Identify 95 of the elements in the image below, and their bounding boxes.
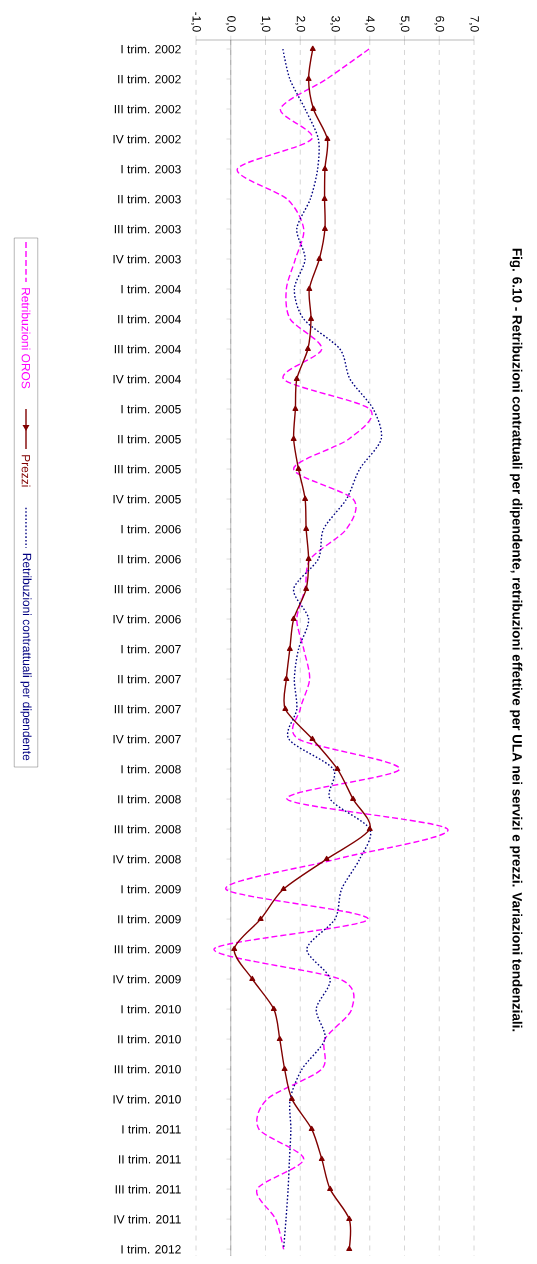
point	[257, 915, 264, 922]
x-tick-label: 0,0	[225, 16, 236, 32]
point	[303, 585, 310, 592]
point	[292, 405, 299, 412]
y-tick-label: IV trim. 2010	[113, 1094, 181, 1104]
y-tick-label: III trim. 2002	[114, 104, 181, 114]
y-tick-label: IV trim. 2008	[113, 854, 181, 864]
point	[304, 345, 311, 352]
y-tick-label: I trim. 2002	[121, 44, 181, 54]
point	[350, 795, 357, 802]
y-tick-label: II trim. 2011	[119, 1154, 181, 1164]
y-tick-label: I trim. 2005	[121, 404, 181, 414]
point	[286, 645, 293, 652]
y-tick-label: I trim. 2007	[121, 644, 181, 654]
point	[308, 1125, 315, 1132]
y-tick-label: III trim. 2007	[114, 704, 181, 714]
y-tick-label: IV trim. 2004	[113, 374, 181, 384]
x-tick-label: 4,0	[364, 15, 375, 32]
point	[321, 195, 328, 202]
point	[270, 1005, 277, 1012]
x-tick-label: 1,0	[260, 16, 271, 32]
y-tick-label: III trim. 2004	[114, 344, 181, 354]
y-tick-label: IV trim. 2003	[113, 254, 181, 264]
y-tick-label: IV trim. 2007	[113, 734, 181, 744]
y-tick-label: II trim. 2002	[118, 74, 181, 84]
y-tick-label: II trim. 2010	[118, 1034, 181, 1044]
y-tick-label: III trim. 2010	[114, 1064, 181, 1074]
y-tick-label: II trim. 2004	[118, 314, 181, 324]
y-tick-label: IV trim. 2006	[113, 614, 181, 624]
y-tick-label: II trim. 2006	[118, 554, 181, 564]
y-tick-label: IV trim. 2009	[113, 974, 181, 984]
text: Fig. 6.10 - Retribuzioni contrattuali per dipendente, retribuzioni effettive per ULA nei servizi e prezzi. Variazioni tendenziali.	[509, 248, 523, 1032]
point	[281, 1065, 288, 1072]
x-tick-label: 6,0	[434, 16, 445, 32]
point	[305, 75, 312, 82]
y-tick-label: III trim. 2011	[115, 1184, 181, 1194]
point	[366, 825, 373, 832]
point	[276, 1035, 283, 1042]
point	[321, 165, 328, 172]
point	[303, 525, 310, 532]
point	[310, 105, 317, 112]
point	[249, 975, 256, 982]
point	[321, 225, 328, 232]
x-tick-label: 7,0	[469, 16, 479, 32]
y-tick-label: III trim. 2005	[114, 464, 181, 474]
point	[316, 255, 323, 262]
point	[290, 615, 297, 622]
point	[323, 855, 330, 862]
y-tick-label: I trim. 2006	[121, 524, 181, 534]
text: Retribuzioni OROS	[21, 288, 31, 389]
point	[306, 285, 313, 292]
y-tick-label: III trim. 2006	[114, 584, 181, 594]
y-tick-label: II trim. 2005	[118, 434, 181, 444]
point	[302, 495, 309, 502]
y-tick-label: I trim. 2012	[121, 1244, 181, 1254]
point	[346, 1245, 353, 1252]
point	[288, 1095, 295, 1102]
point	[334, 765, 341, 772]
y-tick-label: II trim. 2003	[118, 194, 181, 204]
y-tick-label: IV trim. 2005	[113, 494, 181, 504]
y-tick-label: II trim. 2007	[118, 674, 181, 684]
point	[309, 45, 316, 51]
y-tick-label: III trim. 2003	[114, 224, 181, 234]
point	[283, 675, 290, 682]
y-tick-label: I trim. 2004	[121, 284, 181, 294]
x-tick-label: 5,0	[399, 16, 410, 32]
x-tick-label: 3,0	[330, 16, 340, 32]
y-tick-label: I trim. 2003	[121, 164, 181, 174]
point	[282, 705, 289, 712]
point	[324, 135, 331, 142]
point	[309, 735, 316, 742]
y-tick-label: II trim. 2009	[118, 914, 181, 924]
point	[305, 555, 312, 562]
point	[293, 375, 300, 382]
point	[295, 465, 302, 472]
point	[290, 435, 297, 442]
text: Retribuzioni contrattuali per dipendente	[20, 553, 32, 761]
point	[327, 1185, 334, 1192]
text: Prezzi	[21, 455, 31, 487]
y-tick-label: I trim. 2009	[121, 884, 181, 894]
point	[231, 945, 238, 952]
y-tick-label: II trim. 2008	[118, 794, 181, 804]
y-tick-label: IV trim. 2002	[113, 134, 181, 144]
x-tick-label: -1,0	[191, 12, 201, 32]
y-tick-label: I trim. 2008	[121, 764, 181, 774]
y-tick-label: I trim. 2011	[122, 1124, 181, 1134]
point	[318, 1155, 325, 1162]
y-tick-label: IV trim. 2011	[114, 1214, 181, 1224]
y-tick-label: III trim. 2009	[114, 944, 181, 954]
y-tick-label: III trim. 2008	[114, 824, 181, 834]
point	[280, 885, 287, 892]
point	[308, 315, 314, 322]
x-tick-label: 2,0	[295, 16, 306, 32]
point	[346, 1215, 353, 1222]
y-tick-label: I trim. 2010	[121, 1004, 181, 1014]
